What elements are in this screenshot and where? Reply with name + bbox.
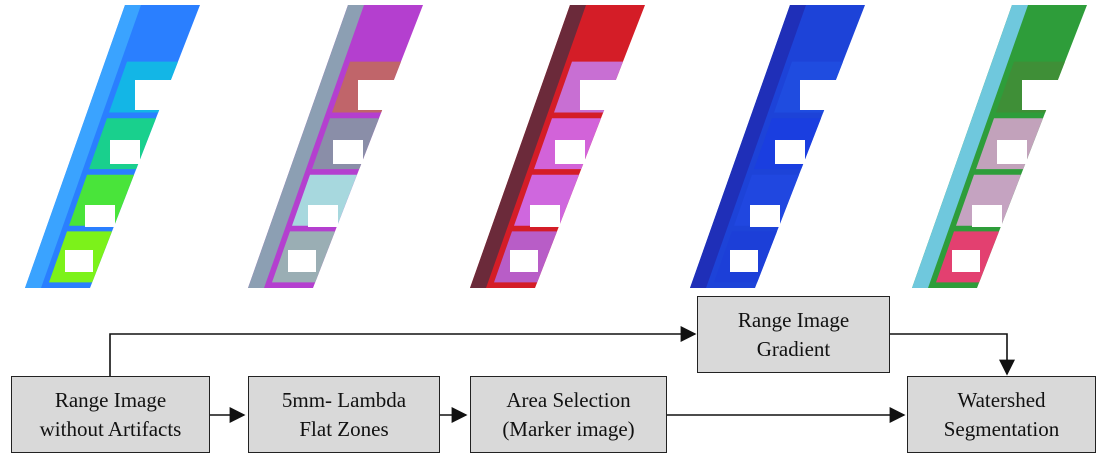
flat-zones-colored	[248, 5, 423, 288]
node-label-line: Gradient	[756, 336, 831, 361]
node-area-selection: Area Selection (Marker image)	[470, 376, 667, 453]
panel-watershed	[912, 0, 1097, 290]
building-gap	[530, 205, 560, 227]
node-watershed-segmentation: Watershed Segmentation	[907, 376, 1096, 453]
range-image-picture	[25, 5, 200, 288]
building-gap	[750, 205, 780, 227]
area-selection-colored	[470, 5, 645, 288]
node-lambda-flat-zones: 5mm- Lambda Flat Zones	[248, 376, 440, 453]
building-gap	[65, 250, 93, 272]
panel-range-image	[25, 0, 225, 290]
node-range-image-gradient: Range Image Gradient	[697, 296, 890, 373]
building-gap	[997, 140, 1027, 164]
watershed-colored	[912, 5, 1087, 288]
arrow-range-to-gradient	[109, 326, 697, 376]
building-gap	[952, 250, 980, 272]
flat-zones-picture	[248, 5, 423, 288]
strip-edge	[690, 5, 806, 288]
node-label-line: Area Selection	[506, 387, 631, 412]
node-label-line: Watershed	[957, 387, 1046, 412]
strip-edge	[25, 5, 141, 288]
building-gap	[135, 80, 175, 110]
panel-flat-zones	[248, 0, 448, 290]
strip-edge	[248, 5, 364, 288]
range-image-colored	[25, 5, 200, 288]
panel-area-selection	[470, 0, 670, 290]
building-gap	[972, 205, 1002, 227]
watershed-picture	[912, 5, 1087, 288]
node-range-image-without-artifacts: Range Image without Artifacts	[11, 376, 210, 453]
building-gap	[85, 205, 115, 227]
building-gap	[555, 140, 585, 164]
building-gap	[775, 140, 805, 164]
building-gap	[333, 140, 363, 164]
strip-edge	[470, 5, 586, 288]
building-gap	[358, 80, 398, 110]
area-selection-picture	[470, 5, 645, 288]
building-gap	[800, 80, 840, 110]
node-label-line: (Marker image)	[502, 416, 635, 441]
node-label-line: Segmentation	[943, 416, 1060, 441]
building-gap	[288, 250, 316, 272]
node-label-line: 5mm- Lambda	[281, 387, 407, 412]
building-gap	[730, 250, 758, 272]
building-gap	[308, 205, 338, 227]
gradient-picture	[690, 5, 865, 288]
building-gap	[110, 140, 140, 164]
building-gap	[510, 250, 538, 272]
panel-gradient	[690, 0, 890, 290]
node-label-line: Range Image	[54, 387, 167, 412]
arrow-gradient-to-watershed	[890, 333, 1015, 376]
strip-edge	[912, 5, 1028, 288]
node-label-line: Range Image	[737, 307, 850, 332]
gradient-colored	[690, 5, 865, 288]
node-label-line: without Artifacts	[39, 416, 182, 441]
building-gap	[580, 80, 620, 110]
building-gap	[1022, 80, 1062, 110]
node-label-line: Flat Zones	[299, 416, 389, 441]
